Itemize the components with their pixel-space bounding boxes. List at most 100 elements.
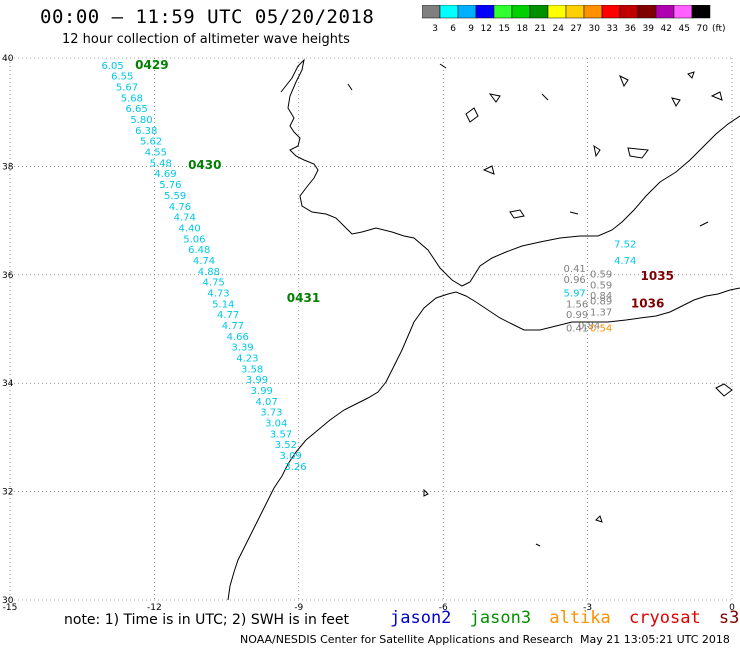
x-tick-label: -6 <box>439 603 448 612</box>
colorbar-label: 42 <box>661 24 672 34</box>
wave-height-value: 0.54 <box>590 324 612 335</box>
wave-height-value: 4.66 <box>227 332 249 343</box>
wave-height-value: 4.77 <box>217 310 239 321</box>
island <box>699 221 709 227</box>
colorbar-label: 3 <box>432 24 438 34</box>
colorbar-label: 33 <box>607 24 618 34</box>
pass-time-label: 1036 <box>631 296 664 310</box>
y-tick-label: 40 <box>2 54 14 64</box>
wave-height-value: 4.76 <box>169 202 191 213</box>
island <box>535 543 541 547</box>
island <box>569 211 579 215</box>
wave-height-value: 0.89 <box>590 297 612 308</box>
wave-height-value: 4.77 <box>222 321 244 332</box>
colorbar-label: 36 <box>625 24 637 34</box>
map-title: 00:00 – 11:59 UTC 05/20/2018 <box>40 6 375 28</box>
pass-time-label: 0429 <box>135 58 168 72</box>
satellite-altika: altika <box>549 608 611 628</box>
wave-height-value: 6.48 <box>188 245 210 256</box>
axis-tick-labels: -15 -12 -9 -6 -3 0 30 32 34 36 38 40 <box>2 54 735 612</box>
y-tick-label: 36 <box>2 271 14 281</box>
wave-height-value: 7.52 <box>614 240 636 251</box>
wave-height-value: 4.40 <box>178 223 200 234</box>
colorbar-label: 70 <box>697 24 709 34</box>
wave-height-value: 1.56 <box>566 299 588 310</box>
wave-height-value: 1.37 <box>590 307 612 318</box>
wave-height-value: 4.75 <box>203 278 225 289</box>
colorbar-label: 24 <box>553 24 565 34</box>
island <box>439 63 447 69</box>
map-subtitle: 12 hour collection of altimeter wave hei… <box>62 32 350 47</box>
wave-height-value: 5.48 <box>150 158 172 169</box>
lat-lon-grid <box>9 57 733 601</box>
y-tick-label: 30 <box>2 596 14 606</box>
wave-height-value: 4.73 <box>207 288 229 299</box>
colorbar-label: 39 <box>643 24 655 34</box>
iberia-coast <box>280 58 740 287</box>
pass-time-label: 0431 <box>287 291 320 305</box>
island <box>423 488 429 497</box>
wave-height-value: 6.55 <box>111 72 133 83</box>
island <box>627 147 649 159</box>
wave-height-value: 6.65 <box>126 104 148 115</box>
colorbar-label: 15 <box>499 24 510 34</box>
island <box>465 107 479 123</box>
africa-coast-south <box>227 439 307 601</box>
pass-labels: 0429 0430 0431 1035 1036 <box>135 58 674 310</box>
wave-height-value: 0.84 <box>590 291 612 302</box>
wave-height-value: 0.59 <box>590 270 612 281</box>
wave-height-value: 3.99 <box>251 386 273 397</box>
colorbar-label: 45 <box>679 24 690 34</box>
island <box>347 83 353 91</box>
color-legend: 3 6 9 12 15 18 21 24 27 30 33 36 39 42 45 70 (ft) <box>422 5 726 34</box>
island <box>687 71 695 79</box>
wave-height-value: 3.99 <box>246 375 268 386</box>
wave-height-value: 6.05 <box>101 61 123 72</box>
wave-height-value: 5.14 <box>212 299 234 310</box>
wave-height-value: 5.97 <box>564 288 586 299</box>
wave-height-map: 6.056.555.675.686.655.806.385.624.555.48… <box>2 54 740 612</box>
pass-time-label: 1035 <box>641 269 674 283</box>
pass-time-label: 0430 <box>188 158 221 172</box>
footer-note: note: 1) Time is in UTC; 2) SWH is in fe… <box>64 612 350 628</box>
wave-height-value: 3.39 <box>231 343 253 354</box>
satellite-jason3: jason3 <box>469 608 532 628</box>
island <box>488 93 501 103</box>
wave-height-value: 4.69 <box>154 169 176 180</box>
wave-height-value: 3.57 <box>270 429 292 440</box>
wave-height-value: 0.41 <box>564 264 586 275</box>
satellite-legend: jason2 jason3 altika cryosat s3a <box>390 608 740 628</box>
coastline <box>227 58 740 601</box>
colorbar-label: 6 <box>450 24 456 34</box>
wave-height-value: 5.68 <box>121 93 143 104</box>
colorbar-label: 12 <box>481 24 492 34</box>
wave-height-value: 4.88 <box>198 267 220 278</box>
wave-height-value: 4.55 <box>145 148 167 159</box>
island <box>541 93 549 101</box>
wave-height-value: 3.52 <box>275 440 297 451</box>
wave-height-value: 5.67 <box>116 83 138 94</box>
wave-height-value: 5.62 <box>140 137 162 148</box>
satellite-s3a: s3a <box>718 608 740 628</box>
colorbar-unit: (ft) <box>712 24 726 34</box>
wave-height-value: 4.07 <box>255 397 277 408</box>
wave-height-value: 0.84 <box>578 321 600 332</box>
wave-height-value: 3.26 <box>284 462 306 473</box>
island <box>595 515 603 523</box>
observation-labels: 6.056.555.675.686.655.806.385.624.555.48… <box>101 61 636 473</box>
wave-height-value: 3.09 <box>280 451 302 462</box>
colorbar-swatch <box>691 5 711 19</box>
wave-height-value: 0.59 <box>590 280 612 291</box>
island <box>715 383 733 397</box>
wave-height-value: 5.80 <box>130 115 152 126</box>
colorbar-label: 9 <box>468 24 474 34</box>
wave-height-value: 4.23 <box>236 354 258 365</box>
wave-height-value: 5.06 <box>183 234 205 245</box>
y-tick-label: 34 <box>2 379 14 389</box>
y-tick-label: 32 <box>2 488 13 498</box>
wave-height-value: 0.99 <box>566 310 588 321</box>
wave-height-value: 4.74 <box>193 256 215 267</box>
x-tick-label: -15 <box>3 603 18 612</box>
satellite-cryosat: cryosat <box>629 608 701 628</box>
island <box>619 74 629 88</box>
